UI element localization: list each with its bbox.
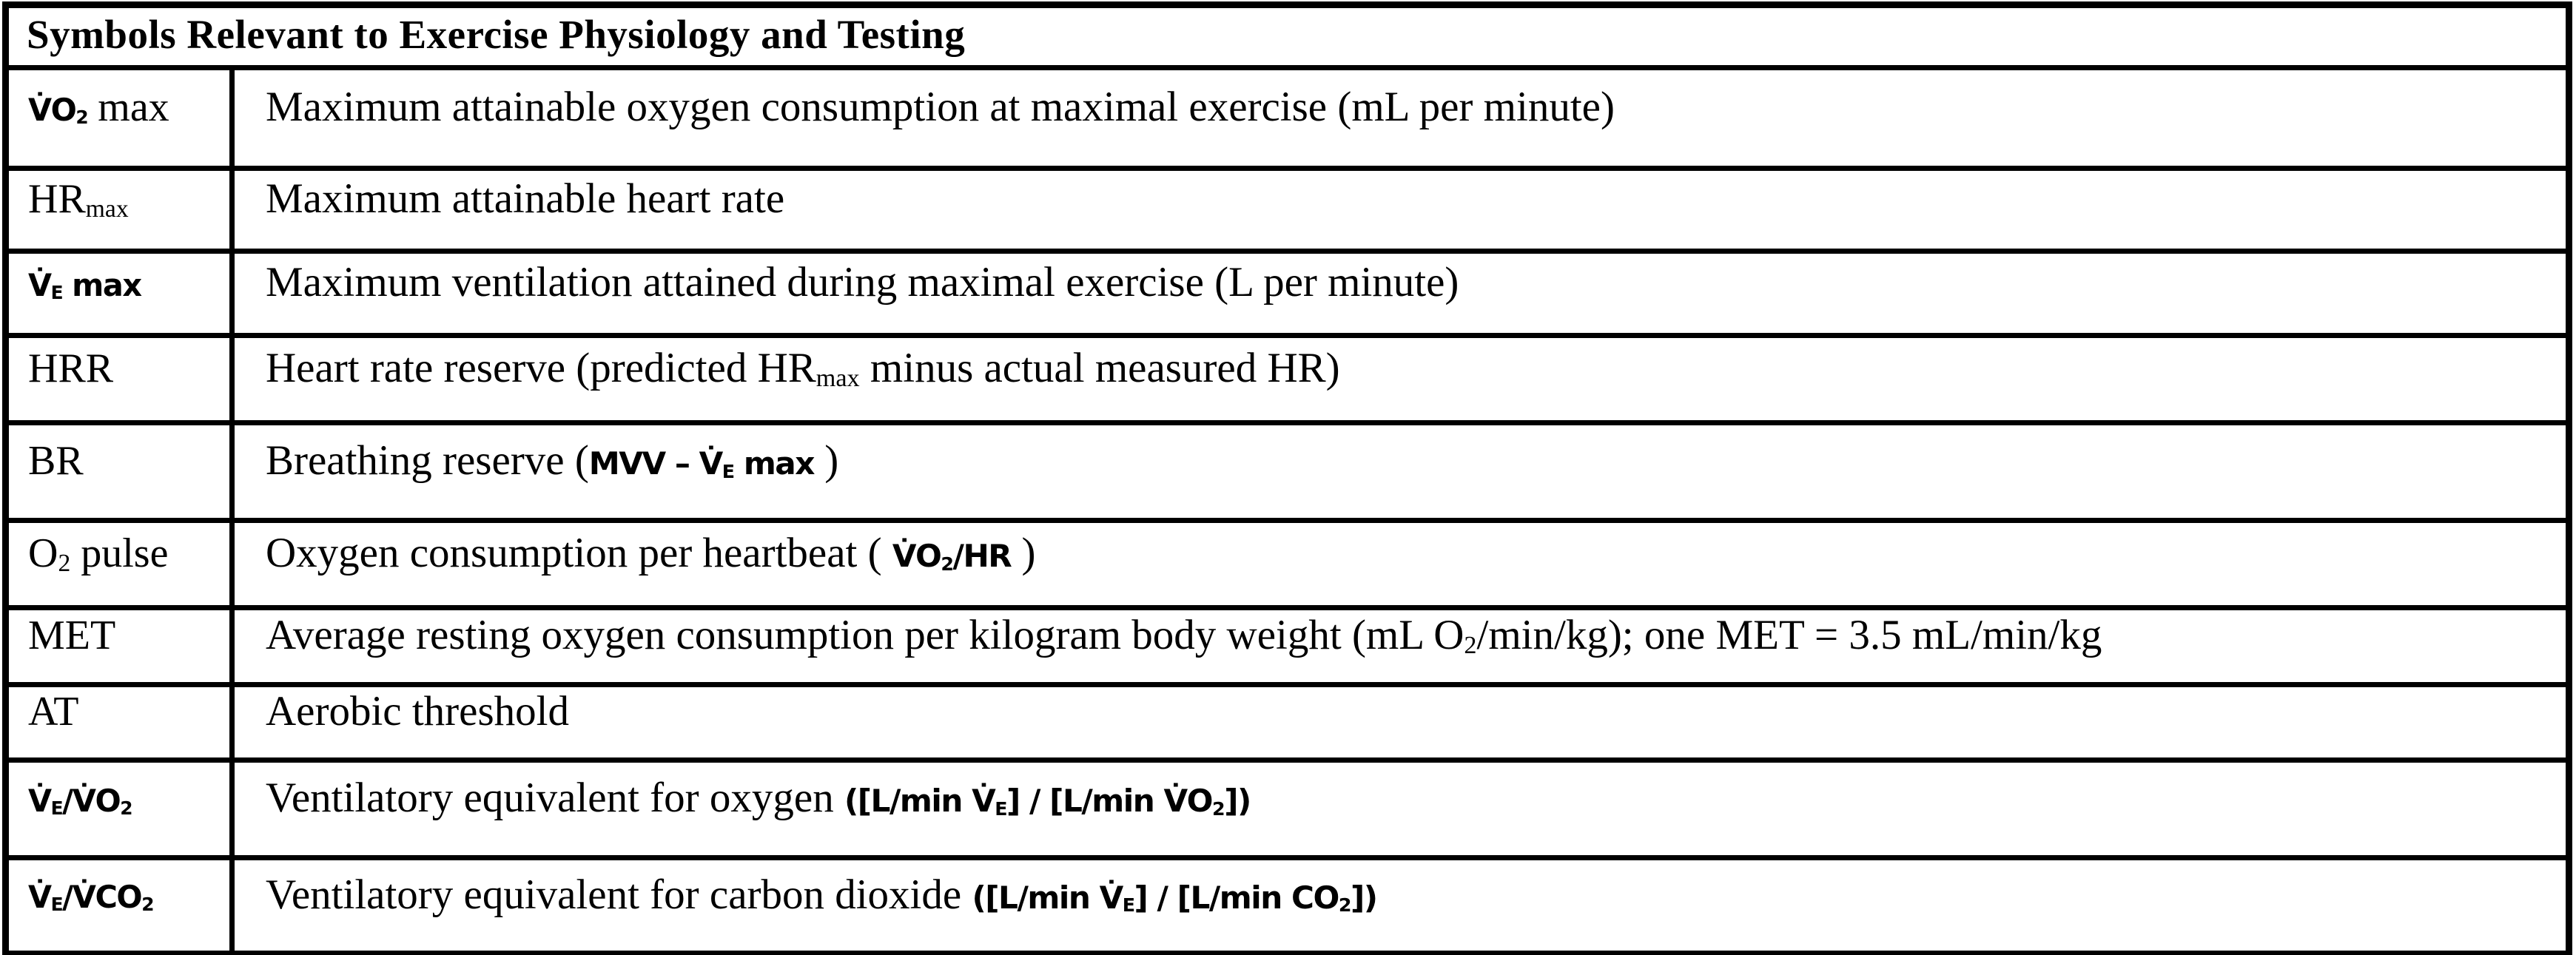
- description-cell: Average resting oxygen consumption per k…: [229, 605, 2572, 687]
- description-cell: Maximum attainable oxygen consumption at…: [229, 65, 2572, 171]
- description-cell: Heart rate reserve (predicted HRmax minu…: [229, 333, 2572, 425]
- description-cell: Ventilatory equivalent for carbon dioxid…: [229, 855, 2572, 955]
- symbol-cell: O2 pulse: [3, 518, 235, 610]
- table-row: V̇E/V̇CO2 Ventilatory equivalent for car…: [3, 855, 2572, 955]
- symbol-cell: V̇E/V̇CO2: [3, 855, 235, 955]
- description-cell: Aerobic threshold: [229, 682, 2572, 763]
- table-header-row: Symbols Relevant to Exercise Physiology …: [3, 2, 2572, 70]
- table-row: O2 pulse Oxygen consumption per heartbea…: [3, 518, 2572, 610]
- table-title: Symbols Relevant to Exercise Physiology …: [3, 2, 2572, 70]
- symbol-cell: V̇O2 max: [3, 65, 235, 171]
- description-cell: Maximum attainable heart rate: [229, 166, 2572, 254]
- description-cell: Ventilatory equivalent for oxygen ([L/mi…: [229, 757, 2572, 860]
- description-cell: Oxygen consumption per heartbeat ( V̇O2/…: [229, 518, 2572, 610]
- table-row: AT Aerobic threshold: [3, 682, 2572, 763]
- table-row: MET Average resting oxygen consumption p…: [3, 605, 2572, 687]
- symbol-cell: V̇E max: [3, 249, 235, 338]
- table-row: HRR Heart rate reserve (predicted HRmax …: [3, 333, 2572, 425]
- table-row: V̇E/V̇O2 Ventilatory equivalent for oxyg…: [3, 757, 2572, 860]
- symbol-cell: BR: [3, 420, 235, 523]
- description-cell: Maximum ventilation attained during maxi…: [229, 249, 2572, 338]
- symbol-cell: HRmax: [3, 166, 235, 254]
- table-row: V̇E max Maximum ventilation attained dur…: [3, 249, 2572, 338]
- symbol-cell: AT: [3, 682, 235, 763]
- table-row: BR Breathing reserve (MVV – V̇E max ): [3, 420, 2572, 523]
- table-row: V̇O2 max Maximum attainable oxygen consu…: [3, 65, 2572, 171]
- description-cell: Breathing reserve (MVV – V̇E max ): [229, 420, 2572, 523]
- symbol-cell: HRR: [3, 333, 235, 425]
- symbol-cell: V̇E/V̇O2: [3, 757, 235, 860]
- symbol-cell: MET: [3, 605, 235, 687]
- table-row: HRmax Maximum attainable heart rate: [3, 166, 2572, 254]
